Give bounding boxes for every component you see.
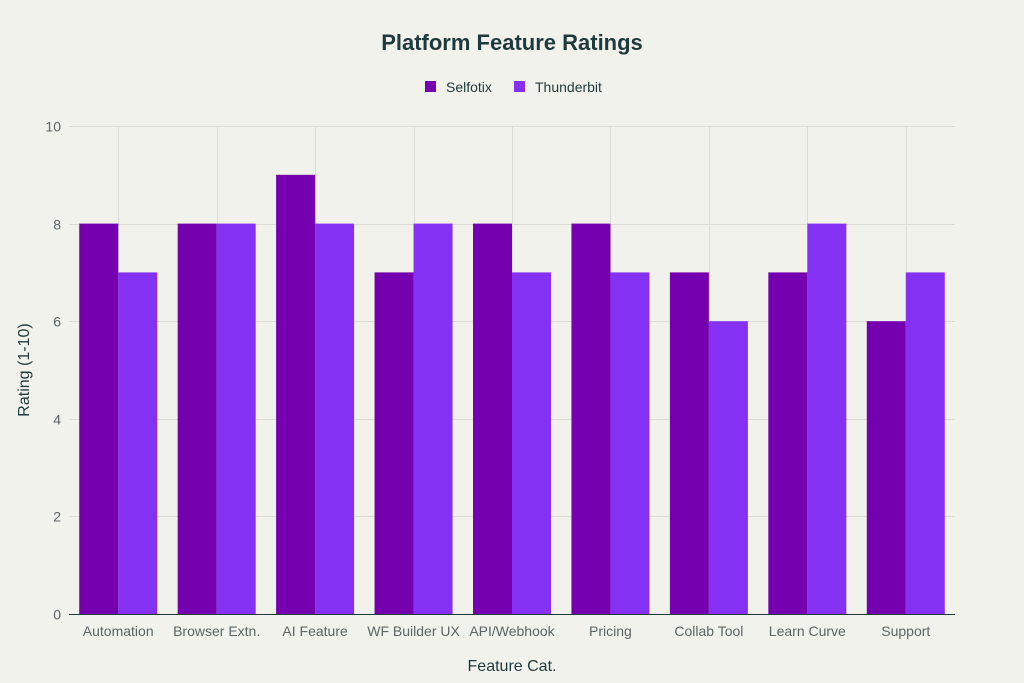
y-tick-label-10: 10 xyxy=(45,119,61,135)
bar-thunderbit-collab-tool xyxy=(708,321,748,614)
x-ticks: Automation Browser Extn. AI Feature WF Buil… xyxy=(83,623,931,639)
bar-selfotix-automation xyxy=(79,223,119,614)
y-axis-title: Rating (1-10) xyxy=(16,323,33,416)
y-tick-label-2: 2 xyxy=(53,509,61,525)
legend-label-selfotix: Selfotix xyxy=(446,79,492,95)
legend-swatch-thunderbit xyxy=(514,81,525,92)
x-tick-label-collab-tool: Collab Tool xyxy=(674,623,743,639)
x-tick-label-support: Support xyxy=(881,623,930,639)
bars xyxy=(79,174,945,615)
legend-label-thunderbit: Thunderbit xyxy=(535,79,602,95)
y-tick-label-4: 4 xyxy=(53,412,61,428)
x-tick-label-api-webhook: API/Webhook xyxy=(469,623,555,639)
bar-selfotix-pricing xyxy=(571,223,611,614)
x-tick-label-browser-extn: Browser Extn. xyxy=(173,623,260,639)
bar-selfotix-api-webhook xyxy=(473,223,512,614)
bar-selfotix-learn-curve xyxy=(768,272,808,614)
bar-thunderbit-ai-feature xyxy=(315,223,355,614)
bar-selfotix-wf-builder-ux xyxy=(374,272,414,614)
bar-thunderbit-wf-builder-ux xyxy=(413,223,453,614)
bar-selfotix-collab-tool xyxy=(669,272,709,614)
bar-selfotix-support xyxy=(866,321,906,614)
x-tick-label-ai-feature: AI Feature xyxy=(282,623,348,639)
bar-thunderbit-support xyxy=(905,272,945,614)
x-tick-label-wf-builder-ux: WF Builder UX xyxy=(367,623,460,639)
bar-thunderbit-learn-curve xyxy=(807,223,847,614)
bar-selfotix-ai-feature xyxy=(276,174,316,615)
x-axis-title: Feature Cat. xyxy=(468,658,557,675)
bar-thunderbit-api-webhook xyxy=(512,272,551,614)
y-tick-label-8: 8 xyxy=(53,217,61,233)
bar-thunderbit-pricing xyxy=(610,272,650,614)
bar-thunderbit-automation xyxy=(118,272,158,614)
bar-selfotix-browser-extn xyxy=(177,223,217,614)
y-tick-label-6: 6 xyxy=(53,314,61,330)
x-tick-label-learn-curve: Learn Curve xyxy=(769,623,846,639)
x-tick-label-pricing: Pricing xyxy=(589,623,632,639)
y-tick-label-0: 0 xyxy=(53,607,61,623)
x-tick-label-automation: Automation xyxy=(83,623,154,639)
legend-swatch-selfotix xyxy=(425,81,436,92)
legend: Selfotix Thunderbit xyxy=(425,79,602,95)
chart-title: Platform Feature Ratings xyxy=(381,30,643,55)
bar-thunderbit-browser-extn xyxy=(216,223,256,614)
y-ticks: 0 2 4 6 8 10 xyxy=(45,119,61,623)
